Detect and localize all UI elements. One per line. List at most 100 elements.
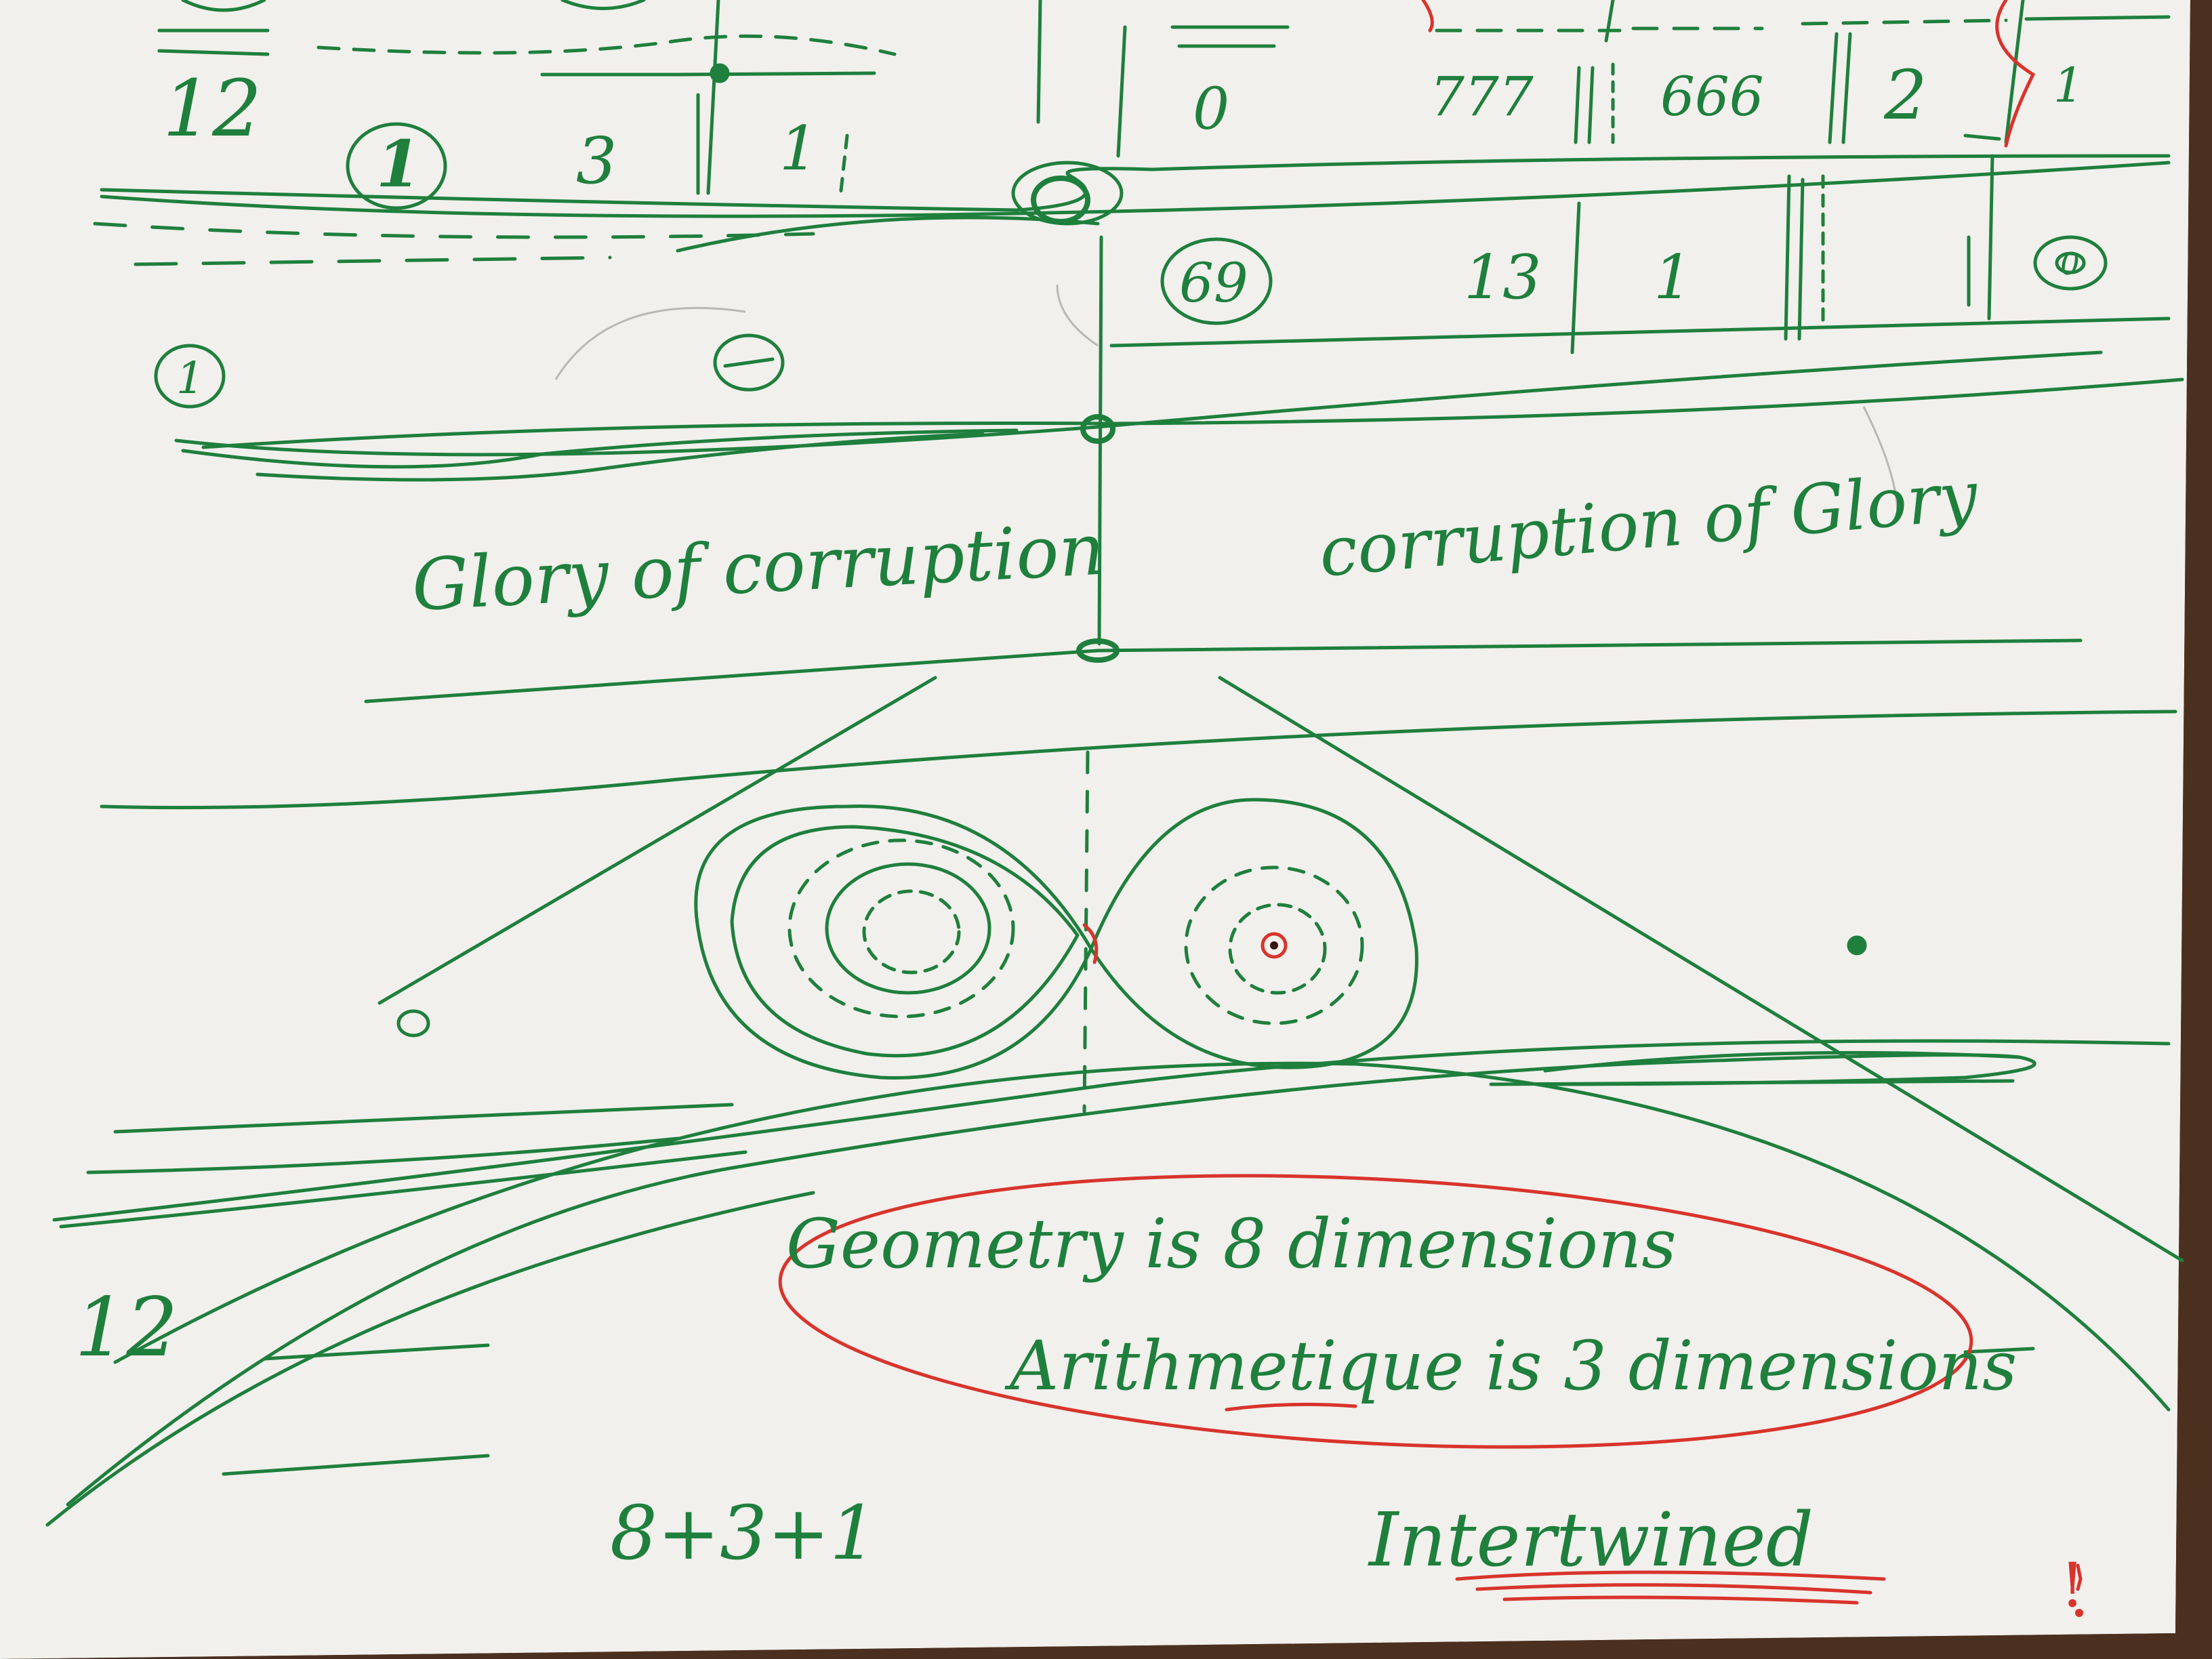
middle-line-4 bbox=[201, 377, 2184, 449]
label-top-0: 0 bbox=[1193, 76, 1229, 143]
upper-divider-line bbox=[100, 154, 2171, 212]
top-vertical-2 bbox=[1036, 0, 1042, 124]
middle-line-3 bbox=[255, 432, 985, 482]
red-exclaim-dot bbox=[2075, 1609, 2083, 1617]
circle-around-right-0 bbox=[2033, 235, 2108, 291]
strand-6 bbox=[66, 1053, 2022, 1507]
top-underline-mid bbox=[1170, 25, 1290, 48]
pencil-arc-3 bbox=[1862, 406, 1899, 516]
red-underline-arithmetique bbox=[1225, 1402, 1357, 1412]
lemniscate-left-outer bbox=[694, 804, 1093, 1080]
lemniscate-right bbox=[1089, 798, 1418, 1069]
circle-around-left-1 bbox=[154, 344, 226, 409]
top-underline-left bbox=[157, 28, 270, 56]
label-top-12: 12 bbox=[163, 64, 262, 155]
theta-bar bbox=[723, 357, 775, 368]
note-12: 12 bbox=[75, 1281, 178, 1375]
top-junction-dot bbox=[710, 63, 730, 83]
label-top-1: 1 bbox=[779, 113, 818, 184]
top-vertical-dash-1 bbox=[838, 134, 849, 199]
middle-line-2 bbox=[181, 428, 1019, 469]
top-vertical-7 bbox=[2004, 0, 2025, 144]
strand-9 bbox=[1489, 1079, 2015, 1086]
label-left-1-circled: 1 bbox=[176, 353, 204, 404]
label-69: 69 bbox=[1179, 251, 1248, 314]
pencil-arc-1 bbox=[554, 306, 746, 380]
label-right-0-circled: 0 bbox=[2060, 246, 2080, 282]
pencil-arc-2 bbox=[1056, 284, 1099, 347]
top-vertical-5 bbox=[1604, 0, 1615, 43]
top-row-line-mid bbox=[540, 71, 876, 77]
small-circle-left bbox=[396, 1009, 430, 1038]
top-vertical-4 bbox=[1574, 66, 1595, 144]
right-core-dashed-outer bbox=[1184, 865, 1364, 1025]
top-vertical-1 bbox=[706, 0, 720, 195]
label-top-3: 3 bbox=[576, 124, 617, 199]
arrow-line-1 bbox=[262, 1343, 490, 1361]
note-sum: 8+3+1 bbox=[610, 1490, 877, 1576]
diagonal-left bbox=[377, 676, 937, 1005]
strand-1 bbox=[113, 1103, 734, 1134]
second-vertical-c bbox=[1967, 154, 1994, 321]
top-dashed-band bbox=[316, 34, 897, 56]
right-core-dashed-inner bbox=[1228, 903, 1327, 995]
green-ink-drawing bbox=[45, 0, 2184, 1527]
pencil-marks bbox=[554, 284, 1899, 516]
upper-divider-dashes bbox=[93, 222, 815, 239]
top-vertical-3 bbox=[1116, 25, 1127, 158]
top-right-short bbox=[2024, 15, 2171, 21]
label-top-right-1: 1 bbox=[2053, 58, 2084, 113]
red-exclaim-stroke bbox=[2076, 1563, 2083, 1591]
red-underline-intertwined bbox=[1455, 1570, 1886, 1605]
note-arithmetique: Arithmetique is 3 dimensions bbox=[1004, 1326, 2017, 1406]
circle-around-theta bbox=[713, 333, 785, 392]
label-13: 13 bbox=[1464, 242, 1542, 313]
label-top-666: 666 bbox=[1660, 65, 1764, 128]
arrow-line-3 bbox=[1963, 1347, 2035, 1354]
label-top-777: 777 bbox=[1430, 65, 1534, 128]
note-geometry: Geometry is 8 dimensions bbox=[786, 1204, 1677, 1284]
arrow-line-2 bbox=[222, 1454, 490, 1476]
strand-5 bbox=[113, 1061, 2171, 1412]
label-top-1-circled: 1 bbox=[376, 127, 421, 202]
strand-2 bbox=[86, 1136, 680, 1174]
red-ink-marks bbox=[778, 0, 2083, 1605]
red-border-top-right bbox=[1995, 0, 2036, 148]
top-vertical-6 bbox=[1828, 32, 1852, 144]
middle-line-1 bbox=[174, 350, 2103, 457]
lower-line-1 bbox=[364, 638, 2083, 703]
center-node-inner bbox=[1031, 176, 1090, 224]
central-dashed-axis bbox=[1082, 750, 1090, 1113]
top-arc-mid bbox=[560, 0, 646, 10]
red-loop-around-notes bbox=[778, 1174, 1973, 1449]
second-vertical-b bbox=[1784, 174, 1805, 341]
lower-node bbox=[1076, 638, 1120, 663]
circle-around-69 bbox=[1160, 237, 1273, 325]
red-mark-top bbox=[1421, 0, 1434, 33]
top-arc-left bbox=[181, 0, 266, 12]
left-core-dashed-inner bbox=[862, 889, 961, 975]
top-vertical-8 bbox=[1963, 134, 2001, 141]
strand-7 bbox=[45, 1191, 815, 1527]
lemniscate-left-inner bbox=[730, 825, 1080, 1058]
note-exclaim: ! bbox=[2060, 1550, 2085, 1621]
lower-line-2 bbox=[100, 710, 2177, 810]
circle-around-top-1 bbox=[346, 122, 447, 210]
red-center-dot-ring bbox=[1261, 932, 1288, 959]
upper-divider-dashes-2 bbox=[134, 255, 612, 266]
second-vertical-a bbox=[1570, 201, 1581, 354]
note-intertwined: Intertwined bbox=[1368, 1496, 1814, 1583]
second-row-top-line bbox=[1109, 316, 2171, 348]
left-core-dashed-outer bbox=[787, 838, 1015, 1019]
label-top-2: 2 bbox=[1883, 56, 1927, 135]
circle-around-right-0-inner bbox=[2055, 251, 2086, 274]
middle-node bbox=[1080, 414, 1115, 444]
left-core-solid bbox=[825, 862, 991, 995]
dot-right bbox=[1847, 935, 1867, 956]
red-center-dot bbox=[1270, 941, 1278, 949]
top-right-dashes bbox=[1435, 18, 2008, 33]
strand-4 bbox=[52, 1039, 2171, 1222]
label-second-1: 1 bbox=[1654, 242, 1692, 313]
